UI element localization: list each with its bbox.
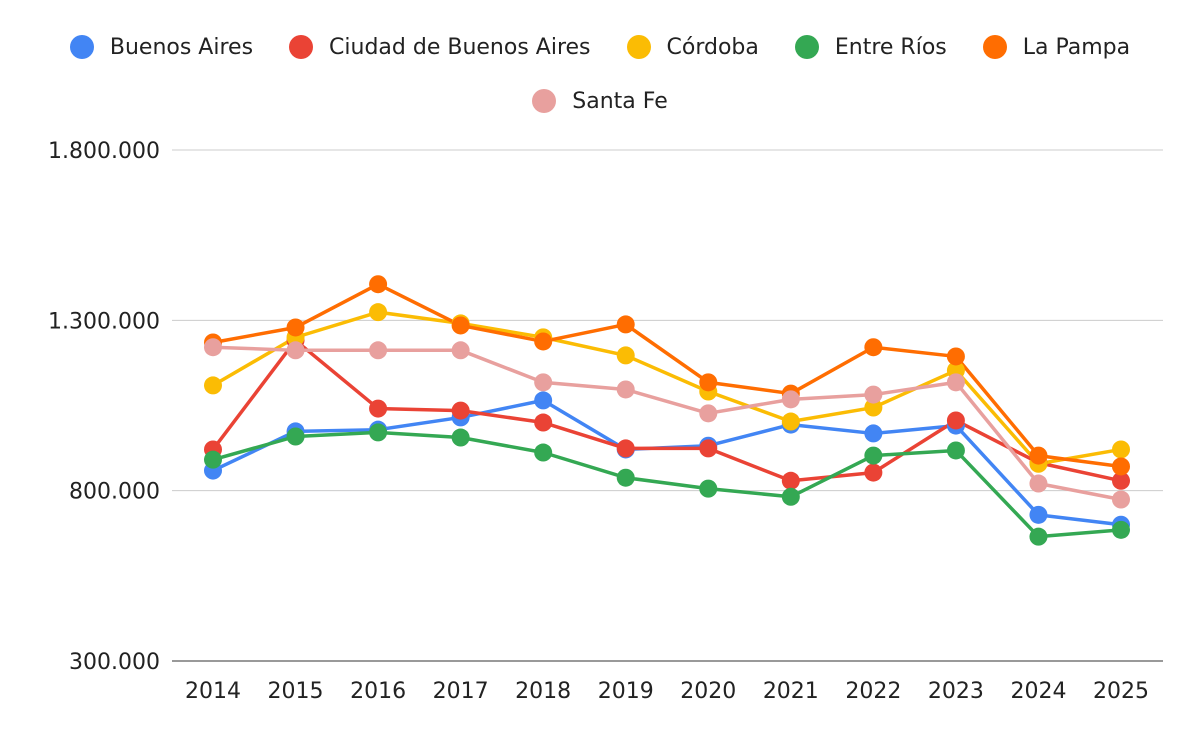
- x-tick-label: 2017: [433, 679, 489, 704]
- data-point-entre-rios-2024: [1029, 527, 1048, 546]
- data-point-entre-rios-2022: [864, 446, 883, 465]
- data-point-santa-fe-2024: [1029, 474, 1048, 493]
- legend-label: Buenos Aires: [109, 34, 254, 60]
- data-point-la-pampa-2025: [1112, 457, 1130, 476]
- data-point-la-pampa-2022: [864, 338, 883, 357]
- data-point-santa-fe-2015: [286, 341, 305, 360]
- x-tick-label: 2023: [928, 679, 984, 704]
- data-point-buenos-aires-2024: [1029, 505, 1048, 524]
- data-point-ciudad-de-buenos-aires-2022: [864, 463, 883, 482]
- data-point-entre-rios-2023: [946, 441, 965, 460]
- data-point-santa-fe-2023: [946, 373, 965, 392]
- series-line-ciudad-de-buenos-aires: [211, 338, 1122, 483]
- x-tick-label: 2018: [515, 679, 571, 704]
- y-tick-label: 1.300.000: [48, 309, 160, 334]
- legend-item-ciudad-de-buenos-aires[interactable]: Ciudad de Buenos Aires: [289, 34, 591, 60]
- x-tick-label: 2021: [763, 679, 819, 704]
- data-point-la-pampa-2019: [616, 315, 635, 334]
- data-point-cordoba-2021: [781, 412, 800, 431]
- data-point-entre-rios-2014: [204, 450, 222, 469]
- data-point-santa-fe-2022: [864, 385, 883, 404]
- data-point-la-pampa-2018: [534, 332, 553, 351]
- y-tick-label: 800.000: [69, 480, 160, 505]
- data-point-ciudad-de-buenos-aires-2021: [781, 471, 800, 490]
- data-point-entre-rios-2015: [286, 427, 305, 446]
- data-point-ciudad-de-buenos-aires-2025: [1112, 471, 1130, 490]
- data-point-ciudad-de-buenos-aires-2016: [369, 399, 388, 418]
- legend-label: Ciudad de Buenos Aires: [329, 34, 591, 60]
- data-point-cordoba-2019: [616, 346, 635, 365]
- legend-item-santa-fe[interactable]: Santa Fe: [532, 88, 668, 114]
- legend: Buenos Aires Ciudad de Buenos Aires Córdob…: [0, 34, 1200, 114]
- legend-marker-icon: [532, 89, 557, 113]
- data-point-la-pampa-2016: [369, 275, 388, 294]
- data-point-la-pampa-2023: [946, 347, 965, 366]
- data-point-santa-fe-2018: [534, 373, 553, 392]
- data-point-ciudad-de-buenos-aires-2019: [616, 439, 635, 458]
- legend-item-entre-rios[interactable]: Entre Ríos: [794, 34, 947, 60]
- legend-label: Entre Ríos: [834, 34, 947, 60]
- legend-item-buenos-aires[interactable]: Buenos Aires: [69, 34, 254, 60]
- series-line-santa-fe: [212, 345, 1122, 502]
- x-tick-label: 2022: [845, 679, 901, 704]
- data-point-santa-fe-2016: [369, 341, 388, 360]
- gridlines: [172, 149, 1163, 662]
- data-point-entre-rios-2021: [781, 487, 800, 506]
- y-tick-label: 1.800.000: [48, 139, 160, 164]
- data-point-cordoba-2025: [1112, 440, 1130, 459]
- data-point-santa-fe-2017: [451, 341, 470, 360]
- data-point-buenos-aires-2018: [534, 391, 553, 410]
- series-points: [204, 275, 1130, 546]
- legend-item-la-pampa[interactable]: La Pampa: [982, 34, 1131, 60]
- data-point-cordoba-2022: [864, 398, 883, 417]
- series-line-cordoba: [212, 310, 1122, 466]
- x-tick-label: 2016: [350, 679, 406, 704]
- data-point-entre-rios-2017: [451, 428, 470, 447]
- legend-item-cordoba[interactable]: Córdoba: [626, 34, 759, 60]
- x-tick-label: 2015: [268, 679, 324, 704]
- data-point-la-pampa-2024: [1029, 446, 1048, 465]
- data-point-la-pampa-2015: [286, 318, 305, 337]
- data-point-ciudad-de-buenos-aires-2020: [699, 439, 718, 458]
- data-point-entre-rios-2020: [699, 479, 718, 498]
- data-point-buenos-aires-2022: [864, 424, 883, 443]
- legend-marker-icon: [626, 35, 651, 59]
- legend-label: Córdoba: [666, 34, 759, 60]
- x-tick-label: 2025: [1093, 679, 1149, 704]
- data-point-santa-fe-2014: [204, 338, 222, 357]
- data-point-la-pampa-2020: [699, 373, 718, 392]
- legend-label: Santa Fe: [572, 88, 668, 114]
- data-point-ciudad-de-buenos-aires-2018: [534, 413, 553, 432]
- data-point-santa-fe-2025: [1112, 490, 1130, 509]
- data-point-cordoba-2014: [204, 376, 222, 395]
- legend-marker-icon: [289, 35, 314, 59]
- x-tick-label: 2024: [1010, 679, 1066, 704]
- series-lines: [211, 282, 1122, 539]
- data-point-entre-rios-2019: [616, 468, 635, 487]
- legend-marker-icon: [69, 35, 94, 59]
- x-tick-label: 2014: [185, 679, 241, 704]
- data-point-santa-fe-2021: [781, 390, 800, 409]
- x-tick-label: 2020: [680, 679, 736, 704]
- data-point-entre-rios-2018: [534, 443, 553, 462]
- data-point-santa-fe-2019: [616, 380, 635, 399]
- x-tick-label: 2019: [598, 679, 654, 704]
- legend-label: La Pampa: [1022, 34, 1131, 60]
- data-point-la-pampa-2017: [451, 316, 470, 335]
- y-axis-ticks: 300.000 800.000 1.300.000 1.800.000: [48, 139, 160, 675]
- data-point-cordoba-2016: [369, 303, 388, 322]
- series-line-entre-rios: [212, 430, 1122, 539]
- data-point-entre-rios-2016: [369, 423, 388, 442]
- data-point-ciudad-de-buenos-aires-2017: [451, 401, 470, 420]
- series-line-la-pampa: [212, 282, 1122, 469]
- y-tick-label: 300.000: [69, 650, 160, 675]
- legend-marker-icon: [982, 35, 1007, 59]
- data-point-santa-fe-2020: [699, 404, 718, 423]
- x-axis-ticks: 2014 2015 2016 2017 2018 2019 2020 2021 2022 2023…: [185, 679, 1149, 704]
- legend-marker-icon: [794, 35, 819, 59]
- data-point-entre-rios-2025: [1112, 520, 1130, 539]
- data-point-ciudad-de-buenos-aires-2023: [946, 411, 965, 430]
